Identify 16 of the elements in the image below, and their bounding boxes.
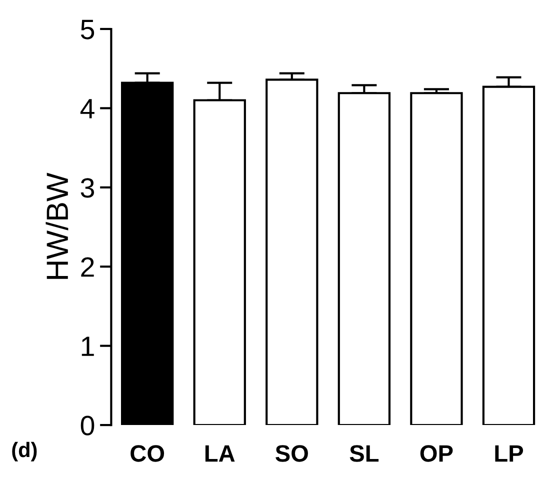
- x-tick-label: LP: [495, 445, 524, 462]
- y-tick-label: 4: [80, 99, 94, 118]
- x-tick-label: OP: [420, 445, 453, 462]
- x-tick-label: SL: [350, 445, 379, 462]
- bar: [266, 78, 318, 426]
- y-tick-label: 3: [80, 178, 94, 198]
- y-tick-label: 0: [80, 416, 94, 436]
- y-tick-label: 1: [82, 336, 94, 356]
- x-tick-label: SO: [276, 445, 308, 462]
- y-tick-label: 2: [81, 257, 94, 277]
- x-tick-label: LA: [205, 445, 235, 462]
- y-tick-label: 5: [80, 20, 94, 40]
- bar: [410, 92, 463, 426]
- y-axis-title: HW/BW: [46, 172, 68, 279]
- x-tick-label: CO: [130, 445, 164, 462]
- text: (d): [12, 442, 37, 462]
